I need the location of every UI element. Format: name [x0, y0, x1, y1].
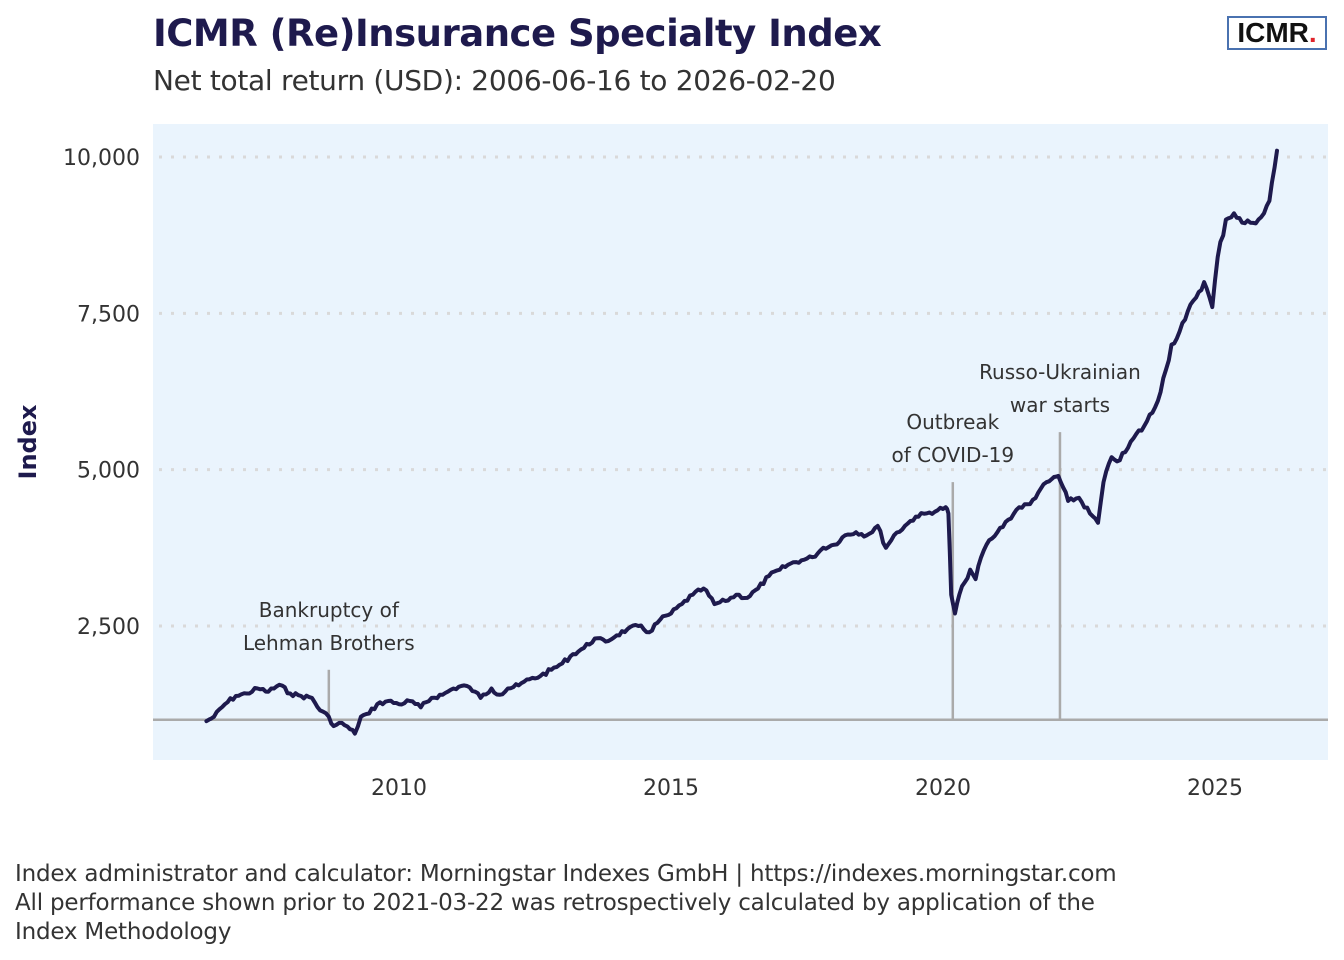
gridlines	[159, 155, 1328, 628]
y-tick-label: 10,000	[63, 146, 140, 171]
event-annotation-label: Russo-Ukrainian	[979, 360, 1141, 384]
x-tick-label: 2025	[1187, 776, 1243, 801]
footer-line-1: Index administrator and calculator: Morn…	[15, 861, 1117, 887]
event-annotation-label: of COVID-19	[891, 443, 1014, 467]
icmr-logo: ICMR.	[1227, 16, 1327, 50]
event-annotation-label: Bankruptcy of	[259, 598, 400, 622]
x-tick-label: 2015	[643, 776, 699, 801]
event-annotation-label: Lehman Brothers	[243, 631, 415, 655]
y-tick-label: 5,000	[77, 459, 140, 484]
event-annotations: Bankruptcy of Lehman Brothers Outbreak of C…	[243, 360, 1141, 720]
footer-line-3: Index Methodology	[15, 919, 232, 945]
event-annotation-label: Outbreak	[906, 410, 999, 434]
chart-subtitle: Net total return (USD): 2006-06-16 to 20…	[153, 64, 836, 97]
y-tick-label: 2,500	[77, 615, 140, 640]
y-tick-label: 7,500	[77, 302, 140, 327]
x-tick-label: 2020	[915, 776, 971, 801]
logo-text: ICMR	[1237, 17, 1309, 48]
y-axis-ticks: 2,500 5,000 7,500 10,000	[63, 146, 140, 640]
footer-line-2: All performance shown prior to 2021-03-2…	[15, 890, 1095, 916]
logo-dot: .	[1308, 17, 1317, 48]
y-axis-title: Index	[14, 404, 42, 479]
x-tick-label: 2010	[371, 776, 427, 801]
plot-background	[153, 124, 1328, 760]
x-axis-ticks: 2010 2015 2020 2025	[371, 776, 1243, 801]
footer-note: Index administrator and calculator: Morn…	[15, 860, 1117, 947]
chart-title: ICMR (Re)Insurance Specialty Index	[153, 12, 882, 55]
event-annotation-label: war starts	[1010, 393, 1110, 417]
